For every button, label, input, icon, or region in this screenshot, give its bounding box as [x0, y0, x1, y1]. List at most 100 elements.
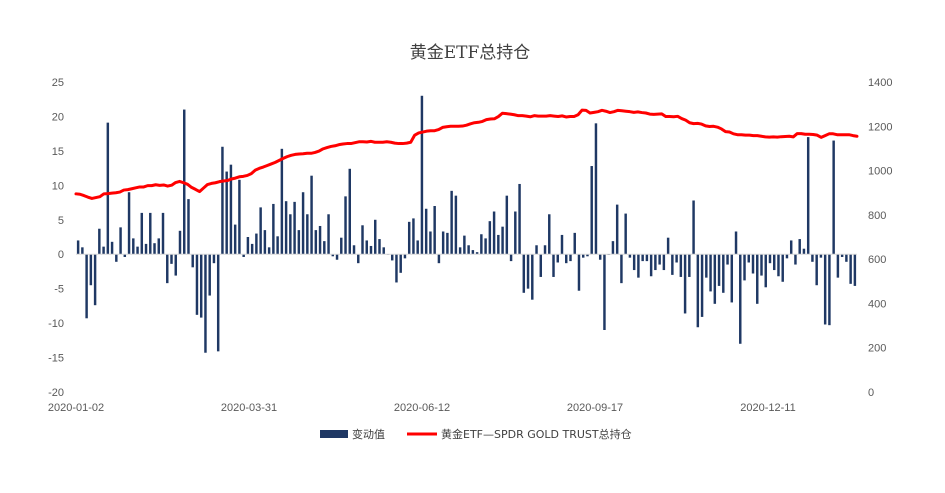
bar — [569, 254, 572, 262]
bar — [789, 240, 793, 255]
bar — [267, 247, 271, 255]
bar — [98, 228, 101, 255]
bar — [110, 241, 114, 255]
bar — [531, 254, 534, 300]
bar — [233, 224, 237, 255]
bar — [272, 203, 275, 255]
bar — [212, 254, 216, 264]
y-left-tick-label: 10 — [52, 180, 64, 192]
bar — [255, 233, 258, 255]
x-tick-label: 2020-09-17 — [567, 402, 623, 414]
bar — [705, 254, 708, 278]
bar — [586, 254, 589, 257]
bar — [645, 254, 649, 262]
bar — [318, 225, 322, 255]
bar — [352, 245, 356, 255]
bar — [773, 254, 776, 271]
bar — [289, 214, 292, 255]
bar — [637, 254, 640, 278]
bar — [497, 234, 500, 255]
bar — [683, 254, 687, 314]
bar — [340, 237, 343, 255]
bar — [284, 201, 288, 255]
y-left-tick-label: 25 — [52, 77, 64, 89]
bar — [526, 254, 530, 289]
bar — [722, 254, 725, 293]
bar — [751, 254, 755, 274]
bar — [382, 247, 385, 255]
bar — [815, 254, 818, 286]
bar — [433, 206, 436, 255]
bar — [688, 254, 691, 277]
bar — [628, 254, 632, 258]
x-axis: 2020-01-02 2020-03-31 2020-06-12 2020-09-17… — [48, 402, 796, 414]
bar — [811, 254, 814, 262]
bar — [276, 236, 279, 255]
bar — [225, 171, 228, 255]
bar — [463, 235, 466, 255]
bar — [166, 254, 169, 284]
bar — [823, 254, 827, 325]
bar — [327, 214, 330, 255]
bar — [123, 254, 127, 257]
bar — [713, 254, 717, 304]
bar — [412, 218, 415, 255]
bar — [221, 146, 224, 255]
bar — [458, 247, 462, 255]
y-left-tick-label: -10 — [48, 318, 64, 330]
bar — [390, 254, 394, 261]
y-right-tick-label: 800 — [868, 210, 886, 222]
bar — [416, 240, 419, 255]
bar — [692, 200, 695, 255]
bar — [153, 243, 156, 255]
bar — [819, 254, 823, 258]
bar — [178, 230, 182, 255]
bar — [471, 250, 475, 255]
bar — [81, 247, 84, 255]
bar — [501, 226, 504, 255]
bar — [806, 137, 810, 255]
bar — [845, 254, 848, 262]
bar — [132, 238, 135, 255]
y-right-tick-label: 0 — [868, 387, 874, 399]
bar — [649, 254, 653, 277]
bar — [89, 254, 93, 286]
bar — [615, 204, 619, 255]
bar — [590, 166, 593, 255]
bar — [594, 123, 598, 255]
bar — [242, 254, 245, 257]
bar — [518, 183, 521, 255]
bar — [314, 230, 318, 255]
bar — [522, 254, 526, 293]
bar — [365, 240, 368, 255]
bar — [666, 237, 670, 255]
bar — [149, 212, 152, 255]
legend-line-label: 黄金ETF—SPDR GOLD TRUST总持仓 — [441, 427, 632, 441]
bar — [565, 254, 568, 264]
bar — [361, 225, 364, 255]
bar — [641, 254, 644, 262]
bar — [446, 232, 449, 255]
bar — [539, 254, 543, 277]
bar — [293, 201, 296, 255]
bar — [195, 254, 199, 315]
bar — [102, 246, 105, 255]
x-tick-label: 2020-01-02 — [48, 402, 104, 414]
bar — [603, 254, 606, 330]
bar — [467, 245, 470, 255]
bar — [335, 254, 339, 260]
bar — [480, 234, 483, 255]
bar — [717, 254, 721, 286]
bar — [836, 254, 840, 278]
holding-line-series — [74, 108, 859, 200]
bar — [849, 254, 852, 284]
bar — [454, 195, 458, 255]
bar — [505, 195, 509, 255]
y-left-tick-label: -20 — [48, 387, 64, 399]
y-right-tick-label: 1400 — [868, 77, 892, 89]
bar — [764, 254, 767, 288]
bar — [403, 254, 407, 259]
bar — [199, 254, 203, 318]
bar — [552, 254, 555, 277]
